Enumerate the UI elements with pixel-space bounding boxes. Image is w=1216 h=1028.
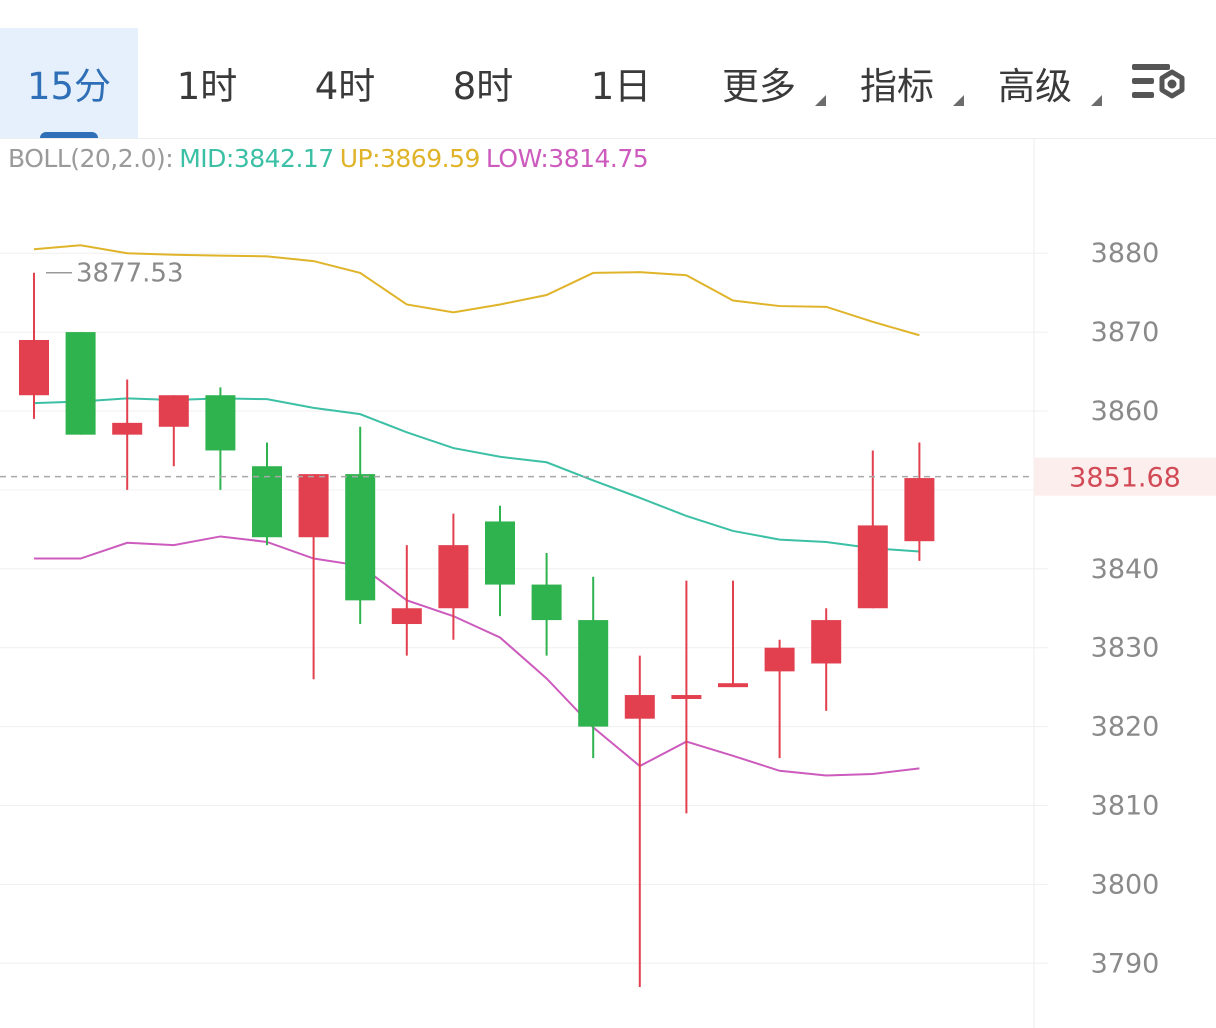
max-annotation-label: 3877.53	[76, 259, 184, 289]
y-tick-label: 3810	[1091, 791, 1160, 822]
y-tick-label: 3880	[1091, 238, 1160, 269]
tab-6[interactable]: 更多	[690, 28, 828, 138]
candle-body	[65, 332, 96, 435]
timeframe-tabbar: 15分 1时 4时 8时 1日 更多 指标 高级	[0, 0, 1216, 139]
candle-body	[578, 620, 609, 727]
tab-8[interactable]: 高级	[966, 28, 1104, 138]
boll-up-label: UP:3869.59	[339, 144, 481, 173]
candle-body	[112, 422, 143, 435]
y-tick-label: 3790	[1091, 948, 1160, 979]
candle-body	[764, 647, 795, 672]
boll-mid-label: MID:3842.17	[179, 144, 334, 173]
candle-body	[158, 395, 189, 427]
y-tick-label: 3800	[1091, 869, 1160, 900]
last-price-tag	[1034, 457, 1216, 496]
y-tick-label: 3820	[1091, 712, 1160, 743]
dropdown-triangle-icon	[953, 95, 964, 106]
tab-label: 指标	[860, 65, 934, 108]
candle-body	[811, 620, 842, 664]
boll-low-label: LOW:3814.75	[485, 144, 649, 173]
tab-2[interactable]: 1时	[138, 28, 276, 138]
tab-label: 1时	[176, 65, 238, 108]
tab-label: 8时	[452, 65, 514, 108]
candle-body	[391, 608, 422, 625]
tab-label: 高级	[998, 65, 1072, 108]
tab-4[interactable]: 8时	[414, 28, 552, 138]
chart-settings-icon[interactable]	[1128, 58, 1190, 110]
candle-body	[718, 683, 748, 688]
dropdown-triangle-icon	[815, 95, 826, 106]
last-price-label: 3851.68	[1069, 463, 1181, 494]
tab-label: 更多	[722, 65, 796, 108]
candle-body	[205, 395, 236, 451]
dropdown-triangle-icon	[1091, 95, 1102, 106]
candle-body	[298, 474, 329, 538]
tab-label: 4时	[314, 65, 376, 108]
boll-up-line	[33, 244, 920, 337]
tab-1[interactable]: 15分	[0, 28, 138, 138]
tab-3[interactable]: 4时	[276, 28, 414, 138]
tab-label: 1日	[590, 65, 652, 108]
candle-body	[19, 339, 49, 396]
chart-settings-glyph	[1132, 64, 1185, 99]
tab-5[interactable]: 1日	[552, 28, 690, 138]
y-tick-label: 3830	[1091, 633, 1160, 664]
candle-body	[485, 521, 515, 585]
y-tick-label: 3870	[1091, 317, 1160, 348]
candle-body	[624, 695, 655, 719]
y-tick-label: 3860	[1091, 396, 1160, 427]
candle-body	[345, 474, 376, 601]
tab-7[interactable]: 指标	[828, 28, 966, 138]
candle-body	[857, 525, 888, 609]
boll-name: BOLL(20,2.0):	[8, 144, 174, 173]
active-tab-indicator	[40, 132, 98, 138]
candle-body	[252, 466, 282, 538]
boll-low-line	[34, 535, 920, 777]
candlestick-chart[interactable]: 3880 3870 3860 3840 3830 3820 3810 3800 3790 3877…	[0, 138, 1216, 1028]
tab-label: 15分	[26, 65, 112, 108]
candle-body	[671, 695, 702, 699]
candle-body	[531, 584, 562, 621]
y-tick-label: 3840	[1091, 554, 1160, 585]
candle-body	[904, 478, 935, 542]
candle-body	[438, 545, 469, 609]
boll-indicator-legend: BOLL(20,2.0): MID:3842.17 UP:3869.59 LOW:38…	[8, 144, 654, 173]
